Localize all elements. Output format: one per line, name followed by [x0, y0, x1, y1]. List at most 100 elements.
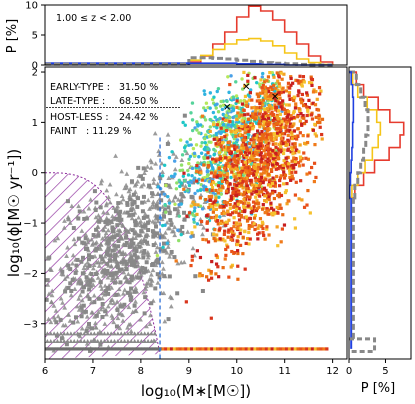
grey-point — [147, 206, 152, 211]
grey-point — [132, 303, 137, 308]
grey-point — [173, 154, 179, 159]
late-type-point — [228, 119, 232, 124]
grey-point — [76, 203, 81, 209]
late-type-point — [314, 115, 318, 119]
late-type-point — [256, 232, 260, 236]
late-type-point — [302, 151, 306, 155]
early-type-point — [199, 144, 203, 148]
late-type-point — [290, 159, 294, 163]
grey-point — [47, 255, 52, 260]
grey-floor-point — [68, 331, 74, 336]
early-type-point — [217, 195, 221, 199]
grey-floor-point — [132, 331, 137, 336]
grey-point — [182, 113, 187, 118]
grey-point — [90, 265, 96, 271]
grey-point — [133, 219, 138, 224]
late-type-point — [204, 238, 208, 242]
late-type-point — [266, 94, 270, 98]
late-type-point — [242, 127, 246, 131]
grey-point — [162, 248, 167, 253]
floor-row-point — [322, 347, 326, 351]
early-type-point — [227, 109, 231, 113]
early-type-point — [221, 122, 226, 127]
late-type-point — [290, 148, 295, 152]
early-type-point — [198, 188, 203, 193]
grey-point — [127, 244, 132, 249]
early-type-point — [211, 110, 216, 115]
late-type-point — [262, 117, 267, 122]
late-type-point — [241, 140, 246, 144]
early-type-point — [202, 175, 207, 180]
early-type-point — [177, 178, 181, 183]
late-type-point — [226, 187, 230, 192]
late-type-point — [202, 163, 206, 167]
late-type-point — [305, 93, 310, 97]
late-type-point — [252, 205, 256, 209]
early-type-point — [160, 174, 165, 178]
late-type-point — [272, 96, 276, 100]
grey-floor-point — [122, 331, 127, 336]
late-type-point — [272, 196, 276, 201]
grey-point — [138, 317, 143, 322]
grey-point — [117, 325, 123, 331]
late-type-point — [311, 101, 315, 105]
grey-point — [84, 314, 90, 319]
late-type-point — [287, 94, 291, 98]
grey-point — [136, 173, 142, 178]
late-type-point — [190, 254, 194, 258]
late-type-point — [254, 158, 258, 162]
grey-point — [104, 251, 109, 256]
floor-row-point-grey — [72, 347, 76, 351]
late-type-point — [230, 162, 234, 166]
late-type-point — [320, 117, 325, 121]
grey-point — [179, 157, 185, 163]
grey-point — [84, 265, 90, 270]
late-type-point — [211, 123, 216, 127]
grey-point — [80, 271, 85, 276]
late-type-point — [258, 140, 262, 144]
late-type-point — [228, 198, 233, 202]
scatter-points: ✕✕✕ — [45, 70, 329, 353]
grey-floor-point — [115, 338, 121, 343]
floor-row-point — [308, 347, 312, 351]
late-type-point — [232, 216, 236, 220]
late-type-point — [292, 156, 296, 160]
late-type-point — [257, 122, 261, 126]
late-type-point — [274, 167, 278, 171]
late-type-point — [226, 164, 231, 169]
late-type-point — [253, 168, 257, 173]
late-type-point — [290, 96, 295, 101]
grey-floor-point — [135, 338, 141, 343]
floor-row-point-grey — [83, 347, 87, 351]
late-type-point — [207, 268, 211, 272]
late-type-point — [272, 178, 277, 182]
grey-point — [73, 315, 78, 320]
early-type-point — [188, 137, 193, 142]
late-type-point — [214, 142, 218, 146]
grey-point — [120, 312, 125, 318]
grey-point — [75, 319, 81, 324]
grey-point — [58, 266, 64, 271]
grey-point — [135, 275, 140, 280]
early-type-point — [180, 153, 185, 157]
grey-point — [102, 292, 108, 297]
floor-row-point-grey — [46, 347, 50, 351]
late-type-point — [265, 144, 270, 148]
grey-point — [103, 307, 109, 312]
late-type-point — [290, 136, 295, 141]
early-type-point — [195, 120, 199, 124]
late-type-point — [215, 136, 219, 140]
late-type-point — [302, 116, 306, 120]
early-type-point — [229, 74, 233, 78]
late-type-point — [249, 206, 253, 210]
grey-floor-point — [145, 338, 151, 343]
late-type-point — [276, 244, 280, 248]
grey-point — [83, 236, 88, 241]
late-type-point — [283, 173, 288, 177]
early-type-point — [220, 107, 225, 112]
late-type-point — [239, 228, 243, 232]
late-type-point — [261, 163, 265, 167]
grey-point — [104, 246, 110, 252]
floor-row-point — [270, 347, 274, 351]
grey-floor-point — [129, 338, 134, 343]
